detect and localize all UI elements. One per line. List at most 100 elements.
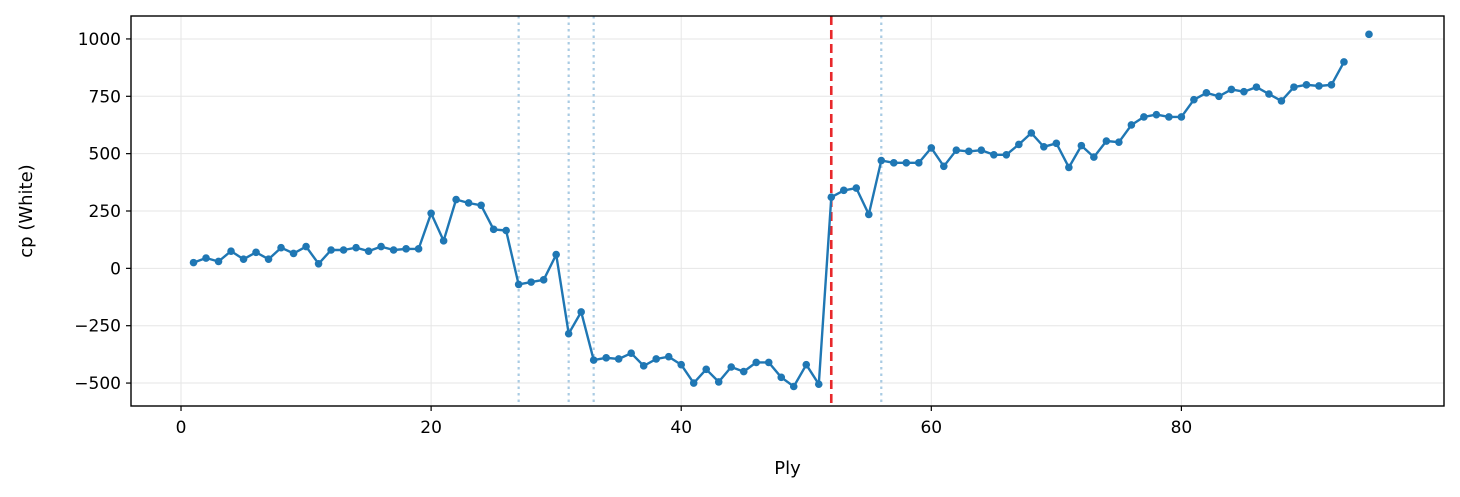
data-point xyxy=(1027,129,1036,137)
data-point xyxy=(677,360,686,369)
data-point xyxy=(1252,83,1261,91)
data-point xyxy=(239,255,248,263)
data-point xyxy=(965,147,973,156)
data-point xyxy=(1240,87,1248,96)
series-layer xyxy=(189,30,1373,391)
y-axis-label: cp (White) xyxy=(16,164,37,257)
data-point xyxy=(664,352,673,361)
data-point xyxy=(1115,138,1123,146)
y-tick-label: −250 xyxy=(74,317,121,337)
y-tick-label: 750 xyxy=(89,87,121,107)
data-point xyxy=(252,248,260,257)
data-point xyxy=(990,150,998,159)
x-tick-label: 20 xyxy=(420,418,442,438)
data-point xyxy=(427,209,435,218)
data-point xyxy=(552,250,560,259)
data-point xyxy=(214,257,223,266)
data-point xyxy=(339,246,348,254)
data-point xyxy=(739,367,748,376)
data-point xyxy=(652,355,660,363)
data-point xyxy=(277,243,285,252)
data-point xyxy=(1277,97,1286,105)
x-tick-label: 0 xyxy=(176,418,187,438)
data-point xyxy=(439,237,448,245)
data-point xyxy=(852,184,861,192)
data-point xyxy=(1140,113,1148,121)
x-tick-label: 80 xyxy=(1171,418,1193,438)
data-point xyxy=(464,199,473,207)
data-point xyxy=(1040,142,1048,151)
x-axis-label: Ply xyxy=(774,458,801,479)
data-point xyxy=(1127,121,1136,129)
data-point xyxy=(264,255,273,263)
data-point xyxy=(202,254,210,262)
data-point xyxy=(727,363,736,371)
data-point xyxy=(589,356,598,364)
data-point xyxy=(1015,140,1023,149)
data-point xyxy=(1152,110,1161,119)
data-point xyxy=(489,225,498,234)
data-point xyxy=(1090,153,1098,161)
data-point xyxy=(777,373,786,382)
data-point xyxy=(802,360,811,369)
data-point xyxy=(327,246,335,254)
data-point xyxy=(839,186,848,195)
data-point xyxy=(789,382,798,391)
data-point xyxy=(227,247,235,255)
data-point xyxy=(602,354,610,362)
data-point xyxy=(940,162,948,171)
data-point xyxy=(977,146,986,155)
data-point xyxy=(389,246,398,254)
y-tick-label: −500 xyxy=(74,374,121,394)
data-point xyxy=(527,278,535,286)
data-point xyxy=(1265,90,1273,98)
data-point xyxy=(764,358,773,367)
data-point xyxy=(1202,89,1211,97)
y-tick-label: 500 xyxy=(89,145,121,165)
data-point xyxy=(1102,137,1111,145)
data-point xyxy=(1327,81,1336,89)
data-point xyxy=(314,259,323,268)
data-point xyxy=(1290,83,1298,91)
data-point xyxy=(614,355,623,363)
data-point xyxy=(477,201,485,210)
data-point xyxy=(402,245,410,253)
y-tick-label: 250 xyxy=(89,202,121,222)
data-point xyxy=(927,144,936,152)
data-point xyxy=(352,243,360,252)
x-tick-label: 40 xyxy=(670,418,692,438)
data-point xyxy=(1190,95,1198,104)
data-point xyxy=(1315,82,1323,90)
data-point xyxy=(627,349,635,358)
data-point xyxy=(864,210,873,219)
data-point xyxy=(1052,139,1061,148)
data-point xyxy=(364,247,373,255)
data-point xyxy=(1002,150,1011,159)
data-point xyxy=(1365,30,1373,39)
data-point xyxy=(877,156,886,165)
data-point xyxy=(502,226,510,235)
data-point xyxy=(377,242,385,251)
data-point xyxy=(514,280,523,289)
data-point xyxy=(902,159,911,167)
data-point xyxy=(814,380,823,389)
data-point xyxy=(302,242,310,251)
data-point xyxy=(564,329,573,338)
data-point xyxy=(752,358,761,367)
data-point xyxy=(1065,163,1073,172)
y-tick-label: 0 xyxy=(110,259,121,279)
y-tick-label: 1000 xyxy=(78,30,121,50)
data-point xyxy=(702,365,711,374)
data-point xyxy=(414,245,423,253)
data-point xyxy=(889,159,898,167)
data-point xyxy=(539,276,548,284)
data-point xyxy=(689,379,698,387)
data-point xyxy=(1340,58,1348,66)
data-point xyxy=(915,159,923,167)
data-point xyxy=(639,362,648,370)
data-point xyxy=(1165,113,1173,121)
data-point xyxy=(1215,92,1223,101)
data-point xyxy=(714,378,723,386)
data-point xyxy=(189,258,198,267)
